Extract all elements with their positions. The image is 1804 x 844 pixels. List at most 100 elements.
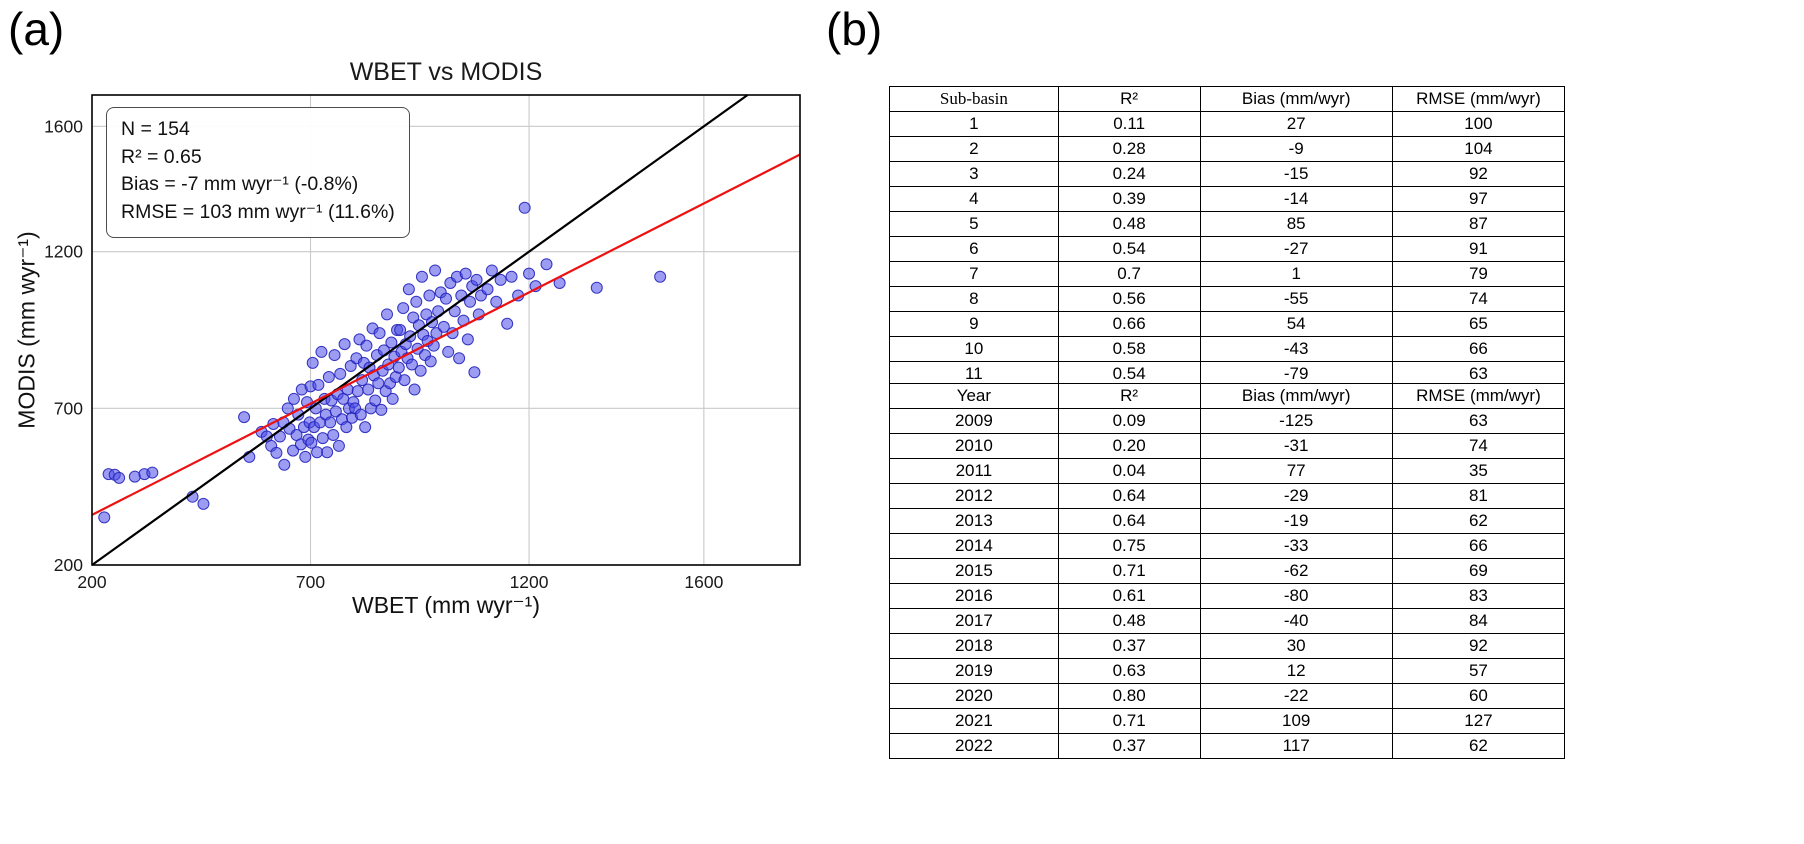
panel-a-label: (a) (8, 3, 65, 55)
table-cell: 0.48 (1057, 608, 1201, 634)
data-point (414, 364, 427, 377)
y-tick-label: 200 (54, 555, 83, 575)
scatter-points (98, 201, 667, 524)
chart-title: WBET vs MODIS (349, 58, 543, 86)
table-cell: 2019 (889, 658, 1059, 684)
table-cell: 100 (1391, 111, 1566, 137)
table-cell: -29 (1199, 483, 1393, 509)
table-cell: 2015 (889, 558, 1059, 584)
data-point (311, 446, 324, 459)
data-point (321, 446, 334, 459)
x-tick-label: 1200 (510, 572, 549, 592)
data-point (306, 356, 319, 369)
data-point (590, 281, 603, 294)
annotation-line-bias: Bias = -7 mm wyr⁻¹ (-0.8%) (121, 173, 359, 196)
data-point (315, 345, 328, 358)
table-row: 2019 0.63 12 57 (889, 658, 1566, 684)
table-cell: 2011 (889, 458, 1059, 484)
table-row: 2017 0.48 -40 84 (889, 608, 1566, 634)
table-cell: 85 (1199, 211, 1393, 237)
data-point (238, 411, 251, 424)
table-cell: 1 (1199, 261, 1393, 287)
data-point (328, 349, 341, 362)
table-row: 11 0.54 -79 63 (889, 361, 1566, 387)
data-point (305, 436, 318, 449)
data-point (375, 403, 388, 416)
data-point (392, 361, 405, 374)
table-cell: 69 (1391, 558, 1566, 584)
scatter-chart: 200 700 1200 1600 200 700 1200 1600 WBET vs MOD… (0, 0, 830, 660)
data-point (316, 432, 329, 445)
table-cell: 63 (1391, 408, 1566, 434)
table-cell: -62 (1199, 558, 1393, 584)
regression-line (91, 153, 801, 516)
data-point (113, 471, 126, 484)
data-point (372, 377, 385, 390)
data-point (523, 267, 536, 280)
data-point (654, 270, 667, 283)
table-cell: 0.09 (1057, 408, 1201, 434)
data-point (338, 338, 351, 351)
table-cell: 0.58 (1057, 336, 1201, 362)
table-row: 2 0.28 -9 104 (889, 136, 1566, 162)
table-cell: -27 (1199, 236, 1393, 262)
data-point (518, 201, 531, 214)
table-row: 1 0.11 27 100 (889, 111, 1566, 137)
data-point (481, 283, 494, 296)
table-cell: 2020 (889, 683, 1059, 709)
table-cell: -9 (1199, 136, 1393, 162)
identity-line (91, 94, 749, 566)
table-cell: 8 (889, 286, 1059, 312)
table-cell: 3 (889, 161, 1059, 187)
data-point (442, 345, 455, 358)
table-cell: 65 (1391, 311, 1566, 337)
plot-border (91, 94, 801, 566)
data-point (287, 392, 300, 405)
table-cell: 57 (1391, 658, 1566, 684)
annotation-line-rmse: RMSE = 103 mm wyr⁻¹ (11.6%) (121, 201, 395, 224)
subbasin-stats-table: Sub-basin R² Bias (mm/wyr) RMSE (mm/wyr)… (889, 86, 1566, 387)
table-cell: 10 (889, 336, 1059, 362)
data-point (334, 367, 347, 380)
table-cell: 0.64 (1057, 483, 1201, 509)
table-cell: 2013 (889, 508, 1059, 534)
table-cell: 0.39 (1057, 186, 1201, 212)
x-tick-label: 700 (296, 572, 325, 592)
table-row: 2013 0.64 -19 62 (889, 508, 1566, 534)
data-point (490, 295, 503, 308)
table-row: 4 0.39 -14 97 (889, 186, 1566, 212)
table-cell: 92 (1391, 161, 1566, 187)
annotation-line-n: N = 154 (121, 118, 190, 140)
table-cell: 0.63 (1057, 658, 1201, 684)
table-cell: 6 (889, 236, 1059, 262)
table-cell: 9 (889, 311, 1059, 337)
table-row: 2022 0.37 117 62 (889, 733, 1566, 759)
column-header-year: Year (889, 383, 1059, 409)
table-cell: 4 (889, 186, 1059, 212)
x-axis-label: WBET (mm wyr⁻¹) (351, 592, 540, 618)
table-cell: 91 (1391, 236, 1566, 262)
table-row: 2021 0.71 109 127 (889, 708, 1566, 734)
table-cell: 2022 (889, 733, 1059, 759)
table-row: 2015 0.71 -62 69 (889, 558, 1566, 584)
table-cell: 2 (889, 136, 1059, 162)
table-cell: 2012 (889, 483, 1059, 509)
table-cell: 0.37 (1057, 733, 1201, 759)
table-cell: 0.54 (1057, 236, 1201, 262)
table-cell: 0.75 (1057, 533, 1201, 559)
data-point (362, 383, 375, 396)
data-point (397, 302, 410, 315)
data-point (359, 421, 372, 434)
tick-labels: 200 700 1200 1600 200 700 1200 1600 (44, 116, 724, 592)
table-cell: 79 (1391, 261, 1566, 287)
table-cell: 35 (1391, 458, 1566, 484)
table-cell: 60 (1391, 683, 1566, 709)
table-cell: 0.56 (1057, 286, 1201, 312)
table-cell: -19 (1199, 508, 1393, 534)
column-header-r2: R² (1057, 86, 1201, 112)
column-header-rmse: RMSE (mm/wyr) (1391, 383, 1566, 409)
table-cell: 0.48 (1057, 211, 1201, 237)
table-cell: 2010 (889, 433, 1059, 459)
data-point (386, 392, 399, 405)
table-cell: 54 (1199, 311, 1393, 337)
